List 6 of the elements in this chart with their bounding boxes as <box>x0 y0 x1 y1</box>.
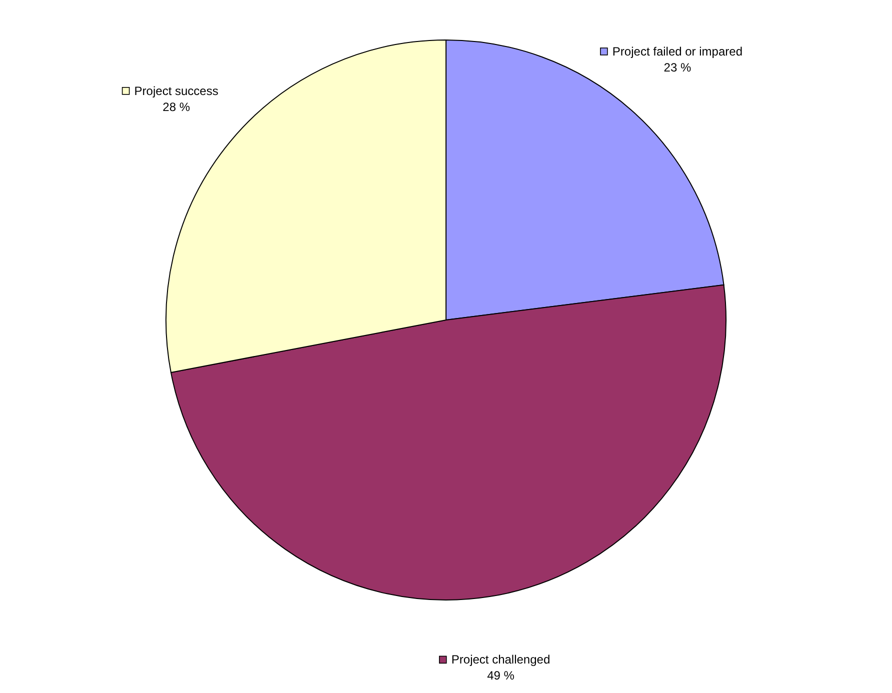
data-label: 23 % <box>664 60 692 74</box>
legend-label: Project challenged <box>451 652 550 667</box>
data-label: 28 % <box>162 100 190 114</box>
legend-label: Project failed or impared <box>612 44 742 58</box>
data-label: 49 % <box>487 668 515 683</box>
legend-label: Project success <box>134 84 218 98</box>
